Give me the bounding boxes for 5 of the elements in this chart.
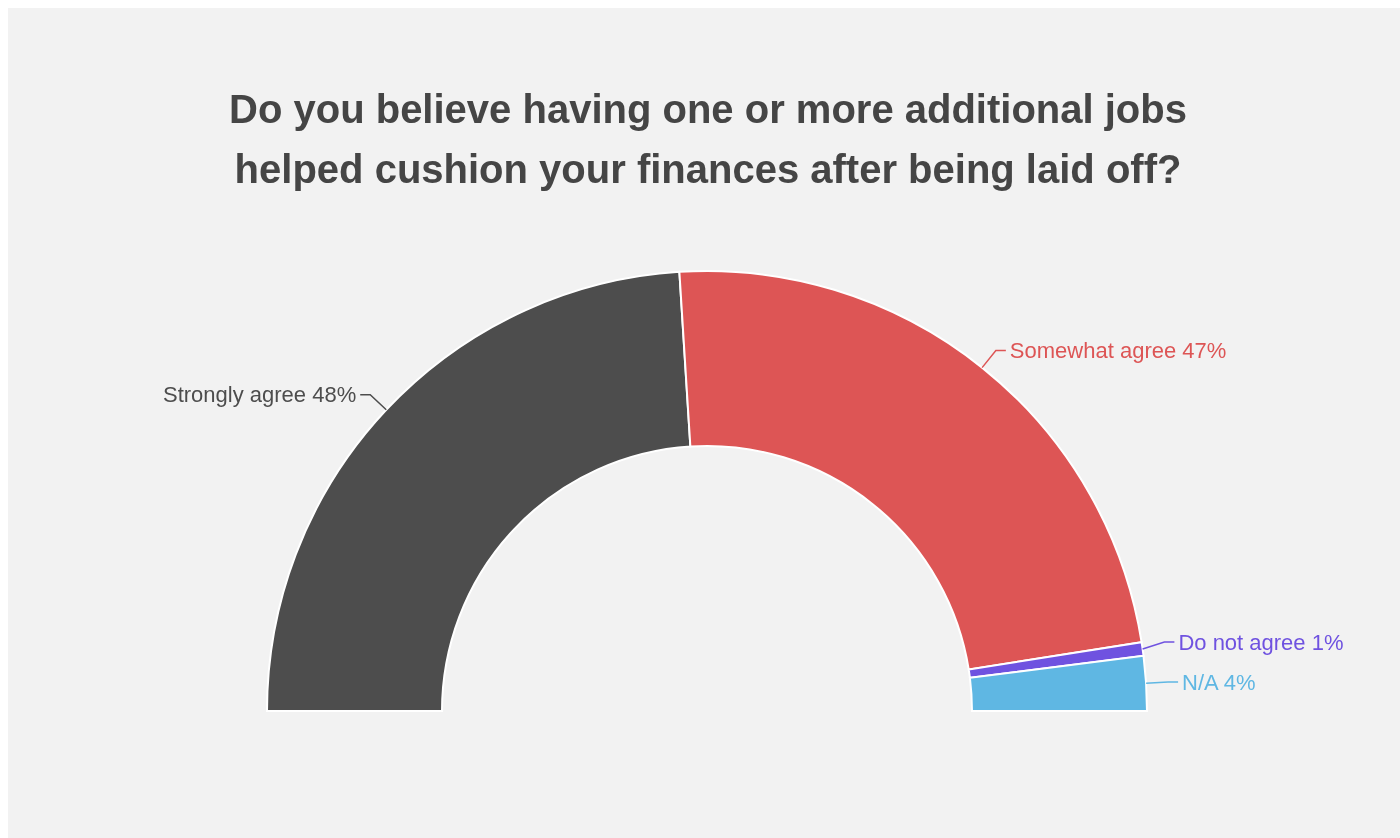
slice-label: Somewhat agree 47% [1009,338,1227,364]
chart-title: Do you believe having one or more additional jobs helped cushion your finances after being laid off? [229,87,1187,191]
slice-label: N/A 4% [1182,669,1256,695]
slice-label: Strongly agree 48% [162,382,357,408]
slice-label: Do not agree 1% [1178,629,1344,655]
